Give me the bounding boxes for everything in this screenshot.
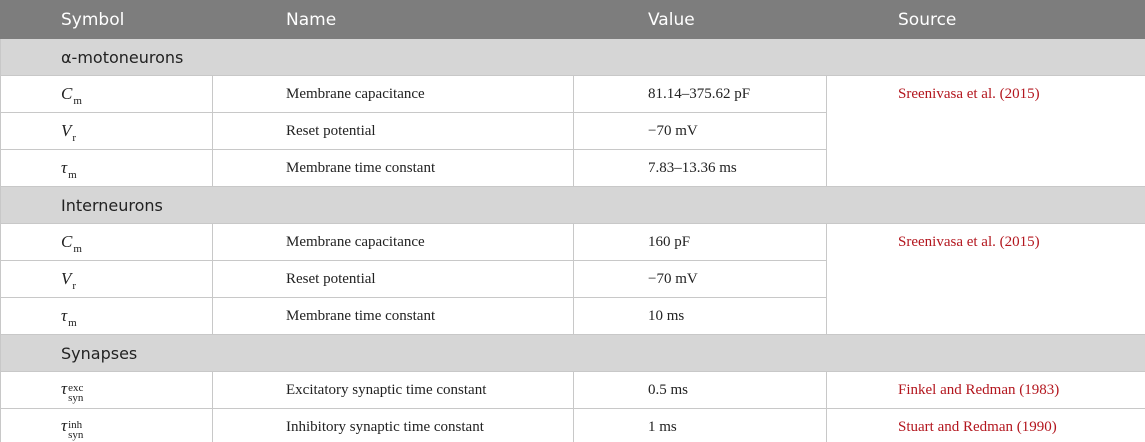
symbol-cell: Vr [0,260,213,298]
symbol-base: C [61,232,73,251]
symbol-sub: r [72,132,77,144]
symbol-base: τ [61,379,68,399]
section-title: Interneurons [0,186,1145,224]
value-cell: 1 ms [573,408,827,442]
symbol-sub: m [73,243,82,255]
header-cell: Value [573,0,827,39]
data-row: Vr Reset potential −70 mV [0,260,1145,298]
symbol-base: V [61,121,72,140]
section-row: α-motoneurons [0,38,1145,76]
symbol-cell: Vr [0,112,213,150]
section-title: α-motoneurons [0,38,1145,76]
source-cell: Sreenivasa et al. (2015) [826,75,1145,187]
symbol-base: τ [61,158,68,177]
table-body: α-motoneurons Cm Membrane capacitance 81.14… [0,38,1145,442]
symbol-cell: Cm [0,223,213,261]
symbol-scripts: inh syn [68,418,84,441]
symbol-base: V [61,269,72,288]
symbol-base: τ [61,416,68,436]
name-cell: Reset potential [212,260,574,298]
data-row: τ exc syn Excitatory synaptic time constant… [0,371,1145,409]
symbol-base: C [61,84,73,103]
data-row: Vr Reset potential −70 mV [0,112,1145,150]
symbol-sub: m [73,95,82,107]
value-cell: 160 pF [573,223,827,261]
symbol-sub: m [68,317,77,329]
symbol-sub: syn [68,391,84,404]
name-cell: Membrane capacitance [212,75,574,113]
header-cell: Source [826,0,1145,39]
value-cell: −70 mV [573,260,827,298]
data-row: τ inh syn Inhibitory synaptic time constant… [0,408,1145,442]
symbol-sub: r [72,280,77,292]
data-row: Cm Membrane capacitance 160 pF Sreenivasa e… [0,223,1145,335]
symbol-scripts: exc syn [68,381,84,404]
symbol-sup: inh [68,418,83,431]
symbol-cell: τm [0,149,213,187]
name-cell: Membrane time constant [212,297,574,335]
data-row: τm Membrane time constant 10 ms [0,297,1145,335]
name-cell: Excitatory synaptic time constant [212,371,574,409]
name-cell: Membrane capacitance [212,223,574,261]
header-row: Symbol Name Value Source [0,0,1145,39]
value-cell: 81.14–375.62 pF [573,75,827,113]
symbol-cell: τ inh syn [0,408,213,442]
symbol-sub: syn [68,428,84,441]
symbol-cell: Cm [0,75,213,113]
source-cell: Finkel and Redman (1983) [826,371,1145,409]
header-cell: Name [212,0,574,39]
value-cell: 0.5 ms [573,371,827,409]
source-cell: Sreenivasa et al. (2015) [826,223,1145,335]
section-row: Synapses [0,334,1145,372]
source-cell: Stuart and Redman (1990) [826,408,1145,442]
value-cell: 10 ms [573,297,827,335]
section-title: Synapses [0,334,1145,372]
symbol-sub: m [68,169,77,181]
section-row: Interneurons [0,186,1145,224]
value-cell: 7.83–13.36 ms [573,149,827,187]
header-cell: Symbol [0,0,213,39]
symbol-base: τ [61,306,68,325]
value-cell: −70 mV [573,112,827,150]
symbol-cell: τm [0,297,213,335]
name-cell: Reset potential [212,112,574,150]
symbol-cell: τ exc syn [0,371,213,409]
data-row: Cm Membrane capacitance 81.14–375.62 pF Sre… [0,75,1145,187]
name-cell: Inhibitory synaptic time constant [212,408,574,442]
name-cell: Membrane time constant [212,149,574,187]
symbol-sup: exc [68,381,84,394]
